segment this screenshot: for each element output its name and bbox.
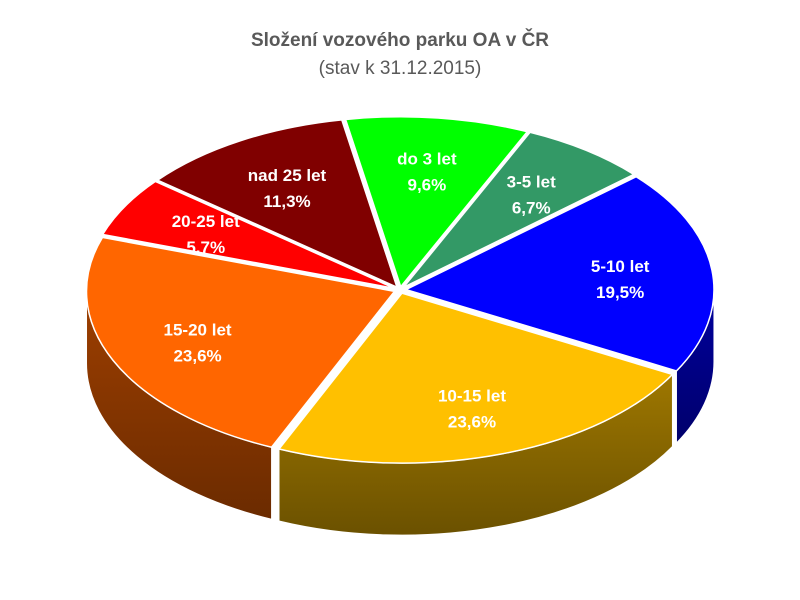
pie-slice-nad-25-let [156,119,399,289]
pie-slice-do-3-let [344,115,529,289]
pie-slice-15-20-let [85,236,396,449]
pie-slice-10-15-let [277,292,674,464]
slice-value-10-15-let: 23,6% [448,413,496,432]
slice-label-10-15-let: 10-15 let [438,387,506,406]
pie-slice-5-10-let [403,175,715,372]
slice-value-nad-25-let: 11,3% [263,192,310,211]
slice-label-do-3-let: do 3 let [397,150,457,169]
pie-slice-20-25-let [101,180,396,290]
chart-subtitle: (stav k 31.12.2015) [318,58,482,79]
slice-value-5-10-let: 19,5% [596,283,644,302]
slice-label-nad-25-let: nad 25 let [248,166,327,185]
slice-value-15-20-let: 23,6% [173,347,221,366]
slice-value-20-25-let: 5,7% [186,238,225,257]
slice-label-20-25-let: 20-25 let [172,212,240,231]
pie-slice-3-5-let [402,131,636,289]
slice-label-5-10-let: 5-10 let [591,257,650,276]
slice-label-15-20-let: 15-20 let [164,321,232,340]
chart-title: Složení vozového parku OA v ČR [250,30,550,51]
slice-label-3-5-let: 3-5 let [507,172,556,191]
slice-value-do-3-let: 9,6% [408,176,447,195]
slice-value-3-5-let: 6,7% [512,198,551,217]
